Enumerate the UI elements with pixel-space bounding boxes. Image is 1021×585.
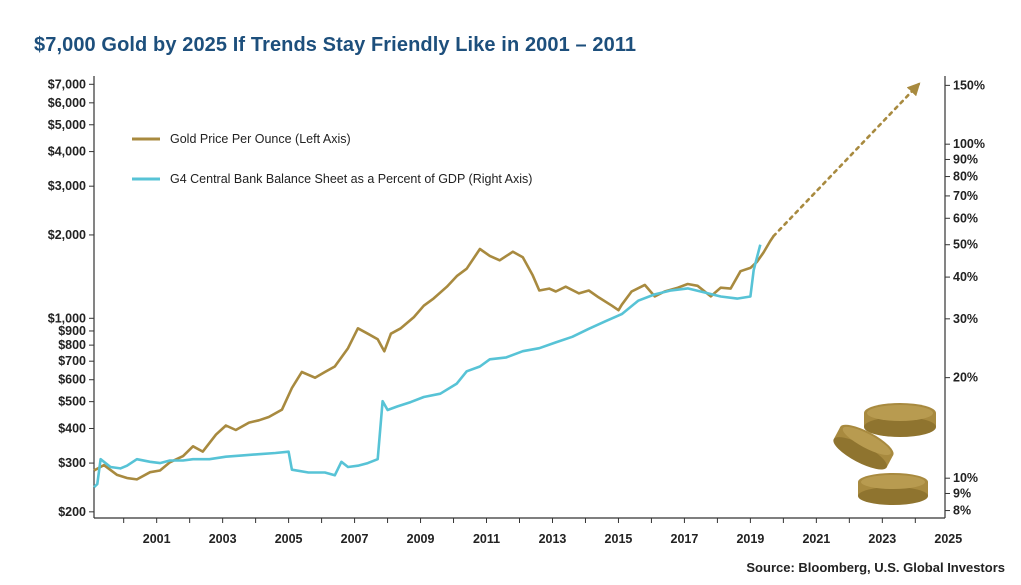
x-tick-label: 2025 bbox=[934, 532, 962, 546]
right-tick-label: 50% bbox=[953, 238, 978, 252]
x-tick-label: 2013 bbox=[539, 532, 567, 546]
chart-title: $7,000 Gold by 2025 If Trends Stay Frien… bbox=[34, 34, 637, 56]
left-tick-label: $4,000 bbox=[48, 145, 86, 159]
left-tick-label: $1,000 bbox=[48, 311, 86, 325]
left-tick-label: $5,000 bbox=[48, 118, 86, 132]
left-tick-label: $900 bbox=[58, 324, 86, 338]
source-note: Source: Bloomberg, U.S. Global Investors bbox=[746, 560, 1005, 575]
gold-price-line bbox=[93, 235, 775, 481]
projection-arrow bbox=[772, 82, 921, 238]
x-tick-label: 2009 bbox=[407, 532, 435, 546]
right-tick-label: 8% bbox=[953, 504, 971, 518]
right-tick-label: 80% bbox=[953, 170, 978, 184]
left-tick-label: $500 bbox=[58, 395, 86, 409]
x-tick-label: 2019 bbox=[736, 532, 764, 546]
x-tick-label: 2007 bbox=[341, 532, 369, 546]
x-tick-label: 2001 bbox=[143, 532, 171, 546]
gold-coins-icon bbox=[833, 403, 936, 505]
right-tick-label: 60% bbox=[953, 211, 978, 225]
legend-label: Gold Price Per Ounce (Left Axis) bbox=[170, 132, 351, 146]
right-tick-label: 40% bbox=[953, 270, 978, 284]
x-tick-label: 2003 bbox=[209, 532, 237, 546]
right-tick-label: 150% bbox=[953, 78, 985, 92]
left-tick-label: $300 bbox=[58, 456, 86, 470]
x-tick-label: 2021 bbox=[802, 532, 830, 546]
balance-sheet-line bbox=[93, 244, 762, 489]
left-tick-label: $3,000 bbox=[48, 179, 86, 193]
series-layer bbox=[93, 82, 921, 489]
right-tick-label: 100% bbox=[953, 137, 985, 151]
left-tick-label: $400 bbox=[58, 421, 86, 435]
left-tick-label: $200 bbox=[58, 505, 86, 519]
left-tick-label: $2,000 bbox=[48, 228, 86, 242]
x-tick-label: 2015 bbox=[605, 532, 633, 546]
x-tick-label: 2017 bbox=[671, 532, 699, 546]
right-tick-label: 70% bbox=[953, 189, 978, 203]
legend-label: G4 Central Bank Balance Sheet as a Perce… bbox=[170, 172, 532, 186]
right-tick-label: 90% bbox=[953, 152, 978, 166]
right-tick-label: 30% bbox=[953, 312, 978, 326]
left-tick-label: $7,000 bbox=[48, 77, 86, 91]
left-tick-label: $600 bbox=[58, 373, 86, 387]
legend: Gold Price Per Ounce (Left Axis) G4 Centr… bbox=[132, 132, 532, 186]
x-tick-label: 2023 bbox=[868, 532, 896, 546]
axes: $7,000 $6,000 $5,000 $4,000 $3,000 $2,000 $1,0… bbox=[48, 76, 985, 546]
right-tick-label: 20% bbox=[953, 371, 978, 385]
x-tick-label: 2005 bbox=[275, 532, 303, 546]
left-tick-label: $700 bbox=[58, 354, 86, 368]
right-tick-label: 9% bbox=[953, 486, 971, 500]
right-tick-label: 10% bbox=[953, 471, 978, 485]
left-tick-label: $6,000 bbox=[48, 96, 86, 110]
x-tick-label: 2011 bbox=[473, 532, 500, 546]
left-tick-label: $800 bbox=[58, 338, 86, 352]
